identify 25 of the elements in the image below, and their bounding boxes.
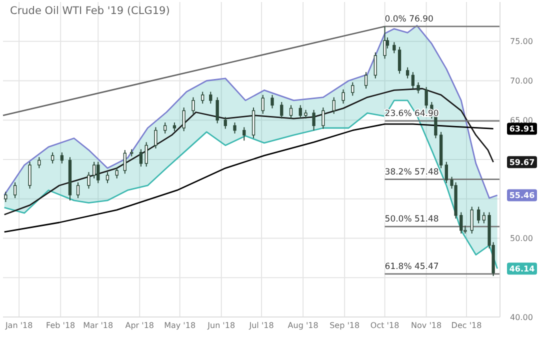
y-tick-label: 70.00 (510, 76, 533, 86)
x-tick-label: Mar '18 (83, 321, 114, 330)
annotation: 50.0% 51.48 (384, 214, 439, 225)
x-tick-label: Jan '18 (4, 321, 33, 330)
annotation: 0.0% 76.90 (384, 14, 434, 24)
x-tick-label: Apr '18 (125, 321, 154, 330)
x-tick-label: Oct '18 (370, 321, 400, 330)
annotation: 61.8% 45.47 (384, 262, 439, 272)
x-tick-label: Jul '18 (248, 321, 274, 330)
x-tick-label: Jun '18 (206, 321, 236, 330)
y-tick-label: 40.00 (510, 312, 533, 322)
annotation: 55.46 (509, 191, 536, 200)
y-tick-label: 50.00 (510, 234, 533, 244)
x-tick-label: Feb '18 (46, 321, 76, 330)
y-tick-label: 75.00 (510, 37, 533, 46)
x-tick-label: Nov '18 (411, 321, 442, 330)
annotation: 46.14 (509, 264, 536, 274)
x-tick-label: Aug '18 (288, 321, 318, 330)
x-tick-label: Dec '18 (451, 321, 482, 330)
x-tick-label: May '18 (164, 321, 196, 330)
annotation: 63.91 (509, 124, 536, 134)
annotation: 38.2% 57.48 (384, 167, 439, 178)
chart-title: Crude Oil WTI Feb '19 (CLG19) (10, 5, 170, 17)
annotation: 59.67 (509, 158, 535, 167)
x-tick-label: Sep '18 (330, 321, 360, 330)
